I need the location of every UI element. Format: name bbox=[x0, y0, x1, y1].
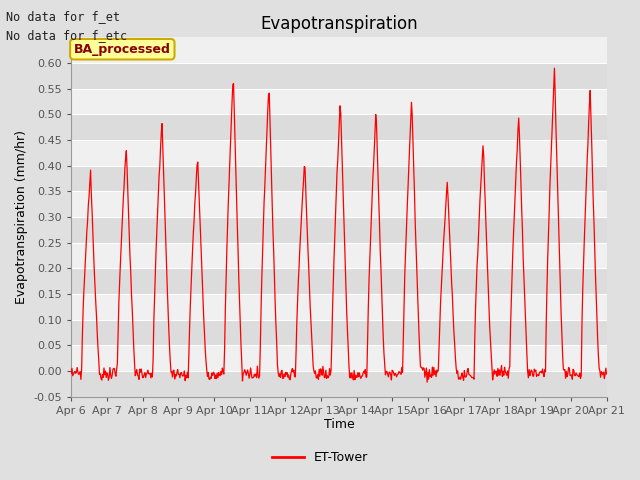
Text: BA_processed: BA_processed bbox=[74, 43, 171, 56]
Bar bbox=[71, 192, 607, 217]
Bar bbox=[71, 242, 607, 268]
Bar bbox=[71, 371, 607, 396]
Bar bbox=[71, 268, 607, 294]
Bar bbox=[71, 89, 607, 114]
Bar bbox=[71, 114, 607, 140]
Y-axis label: Evapotranspiration (mm/hr): Evapotranspiration (mm/hr) bbox=[15, 130, 28, 304]
Bar bbox=[71, 320, 607, 345]
Bar bbox=[71, 63, 607, 89]
Text: No data for f_et: No data for f_et bbox=[6, 10, 120, 23]
Bar bbox=[71, 217, 607, 242]
Bar bbox=[71, 140, 607, 166]
X-axis label: Time: Time bbox=[323, 419, 355, 432]
Bar bbox=[71, 345, 607, 371]
Bar bbox=[71, 294, 607, 320]
Text: No data for f_etc: No data for f_etc bbox=[6, 29, 127, 42]
Bar bbox=[71, 166, 607, 192]
Title: Evapotranspiration: Evapotranspiration bbox=[260, 15, 418, 33]
Legend: ET-Tower: ET-Tower bbox=[268, 446, 372, 469]
